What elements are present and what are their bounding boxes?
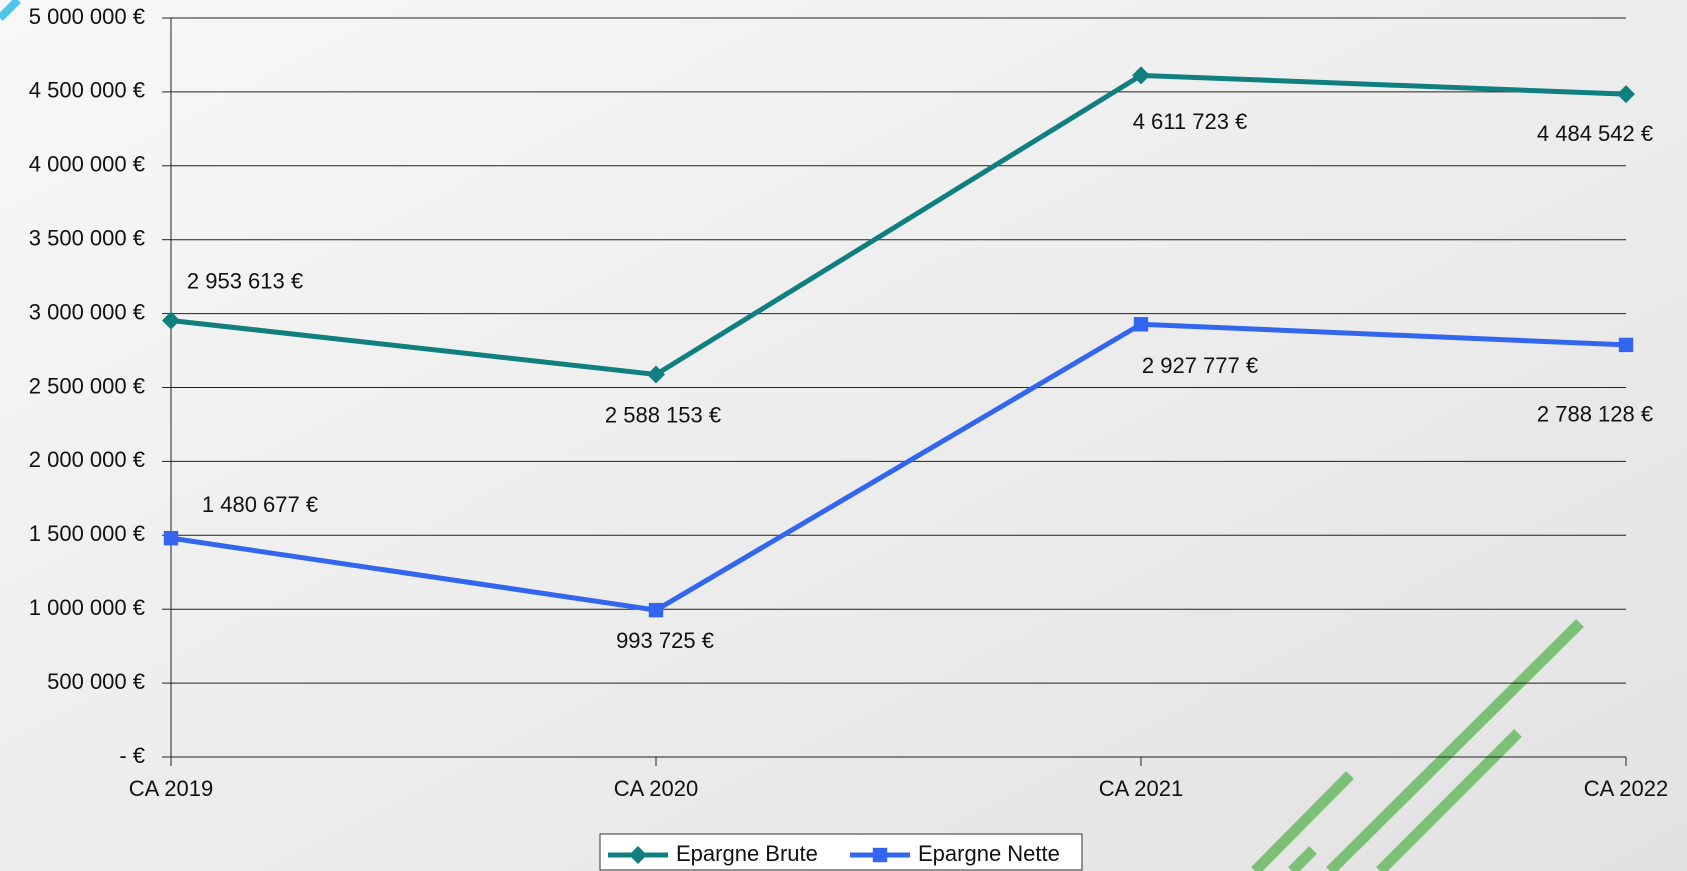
data-label: 2 588 153 € bbox=[605, 402, 721, 427]
data-label: 2 788 128 € bbox=[1537, 402, 1653, 427]
y-tick-label: 2 500 000 € bbox=[29, 373, 145, 398]
point bbox=[648, 602, 664, 618]
data-label: 2 927 777 € bbox=[1142, 353, 1258, 378]
point bbox=[629, 846, 647, 864]
point bbox=[1617, 85, 1635, 104]
legend-label: Epargne Nette bbox=[918, 841, 1060, 866]
x-tick-label: CA 2021 bbox=[1099, 776, 1183, 801]
y-tick-label: 1 000 000 € bbox=[29, 595, 145, 620]
y-tick-label: - € bbox=[119, 743, 145, 768]
legend: Epargne Brute Epargne Nette bbox=[599, 833, 1083, 871]
data-label: 2 953 613 € bbox=[187, 268, 303, 293]
legend-box bbox=[599, 833, 1083, 871]
point bbox=[1132, 66, 1150, 85]
x-tick-label: CA 2019 bbox=[129, 776, 213, 801]
x-tick-label: CA 2022 bbox=[1584, 776, 1668, 801]
plot: 2 953 613 € 2 588 153 € 4 611 723 € 4 484 5… bbox=[162, 66, 1653, 653]
y-tick-label: 1 500 000 € bbox=[29, 521, 145, 546]
series-line bbox=[170, 72, 1627, 378]
data-label: 1 480 677 € bbox=[202, 492, 318, 517]
grid: - € 500 000 € 1 000 000 € 1 500 000 € 2 000 … bbox=[29, 4, 1668, 801]
x-tick-label: CA 2020 bbox=[614, 776, 698, 801]
decoration bbox=[0, 0, 21, 21]
y-tick-label: 3 500 000 € bbox=[29, 226, 145, 251]
series-line bbox=[170, 321, 1627, 613]
data-label: 993 725 € bbox=[616, 628, 714, 653]
point bbox=[872, 847, 888, 863]
point bbox=[162, 311, 180, 330]
point bbox=[1133, 317, 1149, 332]
y-tick-label: 4 000 000 € bbox=[29, 152, 145, 177]
y-tick-label: 2 000 000 € bbox=[29, 447, 145, 472]
point bbox=[163, 530, 179, 546]
data-label: 4 484 542 € bbox=[1537, 121, 1653, 146]
decoration bbox=[1251, 619, 1584, 871]
y-tick-label: 3 000 000 € bbox=[29, 299, 145, 324]
legend-label: Epargne Brute bbox=[676, 841, 818, 866]
point bbox=[1618, 337, 1634, 353]
y-tick-label: 4 500 000 € bbox=[29, 78, 145, 103]
point bbox=[647, 365, 665, 384]
y-tick-label: 5 000 000 € bbox=[29, 4, 145, 29]
data-label: 4 611 723 € bbox=[1133, 109, 1248, 134]
y-tick-label: 500 000 € bbox=[47, 669, 145, 694]
